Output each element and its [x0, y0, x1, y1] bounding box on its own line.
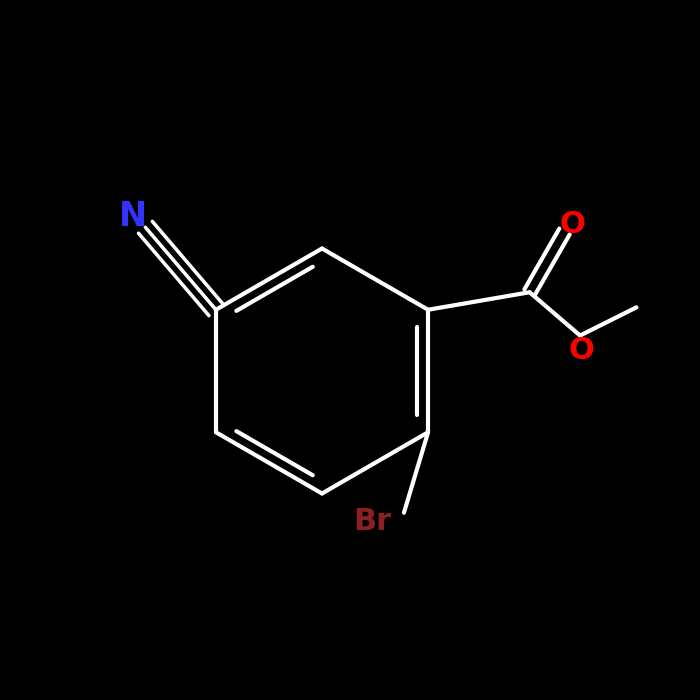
Text: N: N	[119, 199, 147, 232]
Text: O: O	[560, 210, 586, 239]
Text: Br: Br	[354, 507, 391, 536]
Text: O: O	[568, 337, 594, 365]
